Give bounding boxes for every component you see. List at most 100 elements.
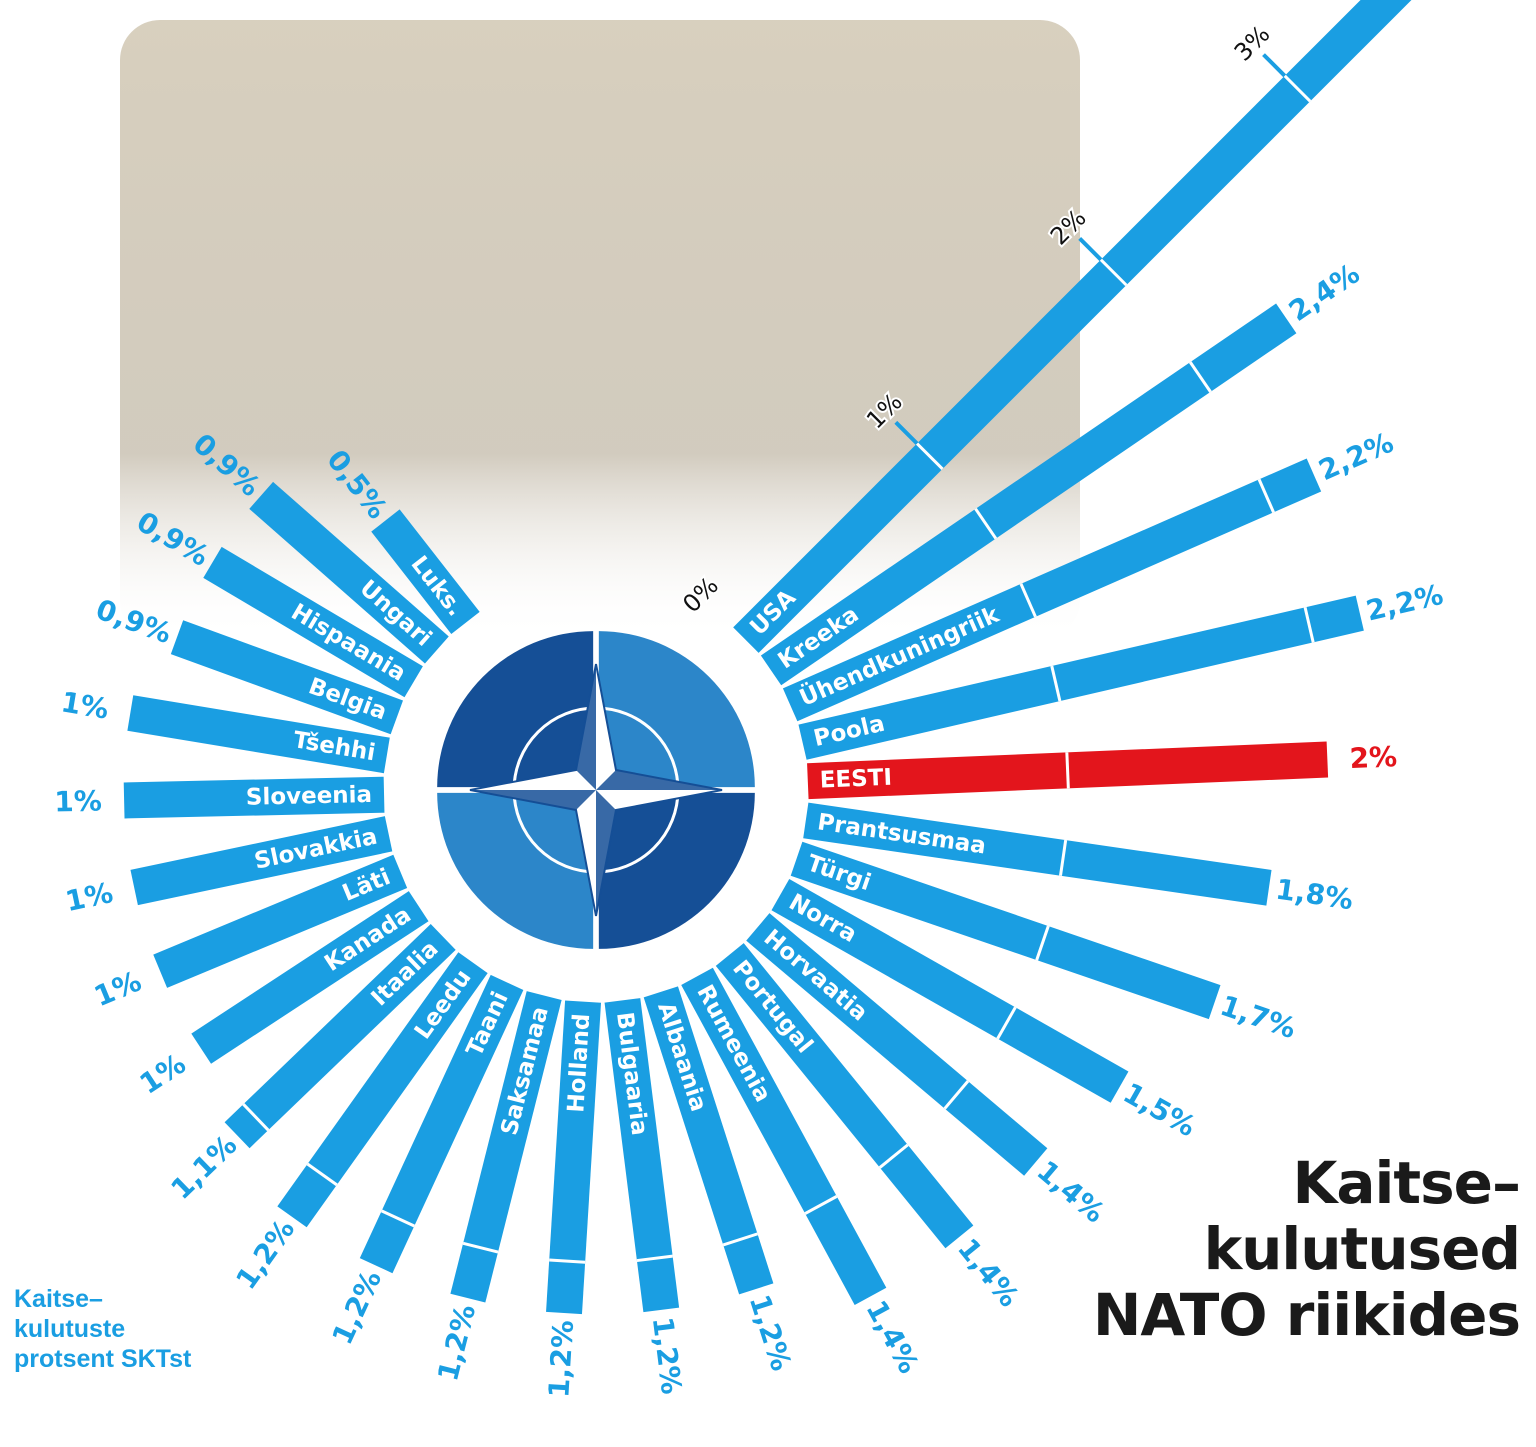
bar-tick-usa <box>915 442 944 471</box>
scale-marker-3 <box>1262 53 1287 78</box>
nato-compass-shade <box>470 664 722 916</box>
bar-albaania <box>643 986 774 1295</box>
value-label-prantsusmaa: 1,8% <box>1274 873 1356 917</box>
nato-quadrant-0 <box>598 631 755 788</box>
bar-tick-usa <box>1283 74 1312 103</box>
bar-tick-leedu <box>306 1162 338 1187</box>
bar-norra <box>771 878 1129 1103</box>
bar-tick-poola <box>1303 606 1315 643</box>
value-label-uhendkuningriik: 2,2% <box>1314 426 1398 487</box>
bar-group-sloveenia: Sloveenia <box>123 776 385 819</box>
bar-kanada <box>191 891 429 1064</box>
value-label-tsehhi: 1% <box>59 685 111 725</box>
bar-tick-prantsusmaa <box>1059 839 1068 876</box>
bar-tick-albaania <box>722 1232 758 1247</box>
category-label-eesti: EESTI <box>819 765 892 794</box>
value-label-turgi: 1,7% <box>1216 989 1300 1045</box>
chart-title: Kaitse– kulutused NATO riikides <box>1060 1149 1521 1349</box>
bar-holland <box>546 1000 602 1315</box>
bar-uhendkuningriik <box>782 458 1322 722</box>
scale-tick-3 <box>1262 53 1287 78</box>
nato-quadrant-3 <box>437 631 594 788</box>
bar-lati <box>153 854 408 988</box>
bar-ungari <box>249 481 449 664</box>
scale-tick-1 <box>894 420 919 445</box>
title-line-3: NATO riikides <box>1092 1281 1521 1349</box>
bar-tick-uhendkuningriik <box>1257 478 1275 513</box>
scale-marker-2 <box>1078 237 1103 262</box>
bar-group-eesti: EESTI <box>807 741 1329 800</box>
bar-tick-bulgaaria <box>636 1254 673 1263</box>
value-label-albaania: 1,2% <box>743 1291 798 1375</box>
bar-tick-holland <box>549 1258 586 1264</box>
bar-tick-taani <box>380 1209 415 1228</box>
title-line-2: kulutused <box>1203 1215 1521 1283</box>
bar-itaalia <box>224 923 456 1149</box>
value-label-eesti: 2% <box>1349 740 1398 775</box>
bar-belgia <box>170 620 404 735</box>
value-label-bulgaaria: 1,2% <box>646 1315 688 1396</box>
scale-marker-1 <box>894 420 919 445</box>
bar-poola <box>798 595 1364 760</box>
value-label-kreeka: 2,4% <box>1283 257 1366 328</box>
value-label-poola: 2,2% <box>1363 578 1446 628</box>
bar-bulgaaria <box>604 998 680 1313</box>
value-label-taani: 1,2% <box>326 1265 389 1349</box>
value-label-slovakkia: 1% <box>63 876 116 918</box>
scale-tick-2 <box>1078 237 1103 262</box>
bar-saksamaa <box>450 991 562 1303</box>
bar-turgi <box>790 841 1221 1020</box>
value-label-sloveenia: 1% <box>54 784 102 818</box>
bar-slovakkia <box>130 816 393 906</box>
subtitle-line-1: Kaitse– <box>14 1285 103 1313</box>
bar-tick-eesti <box>1065 752 1070 789</box>
nato-quadrant-2 <box>437 792 594 949</box>
bar-tick-turgi <box>1035 925 1050 961</box>
bar-kreeka <box>760 303 1297 686</box>
bar-prantsusmaa <box>803 802 1272 906</box>
category-label-holland: Holland <box>563 1013 595 1114</box>
bar-tick-saksamaa <box>462 1241 499 1254</box>
bar-portugal <box>715 943 974 1249</box>
bar-tick-portugal <box>878 1143 909 1169</box>
chart-subtitle: Kaitse– kulutuste protsent SKTst <box>14 1284 274 1374</box>
bar-tick-itaalia <box>242 1103 270 1132</box>
bar-tick-horvaatia <box>943 1080 970 1110</box>
bar-group-tsehhi: Tšehhi <box>127 695 390 774</box>
bar-taani <box>359 974 524 1274</box>
bar-hispaania <box>203 546 423 698</box>
bar-usa <box>733 0 1421 653</box>
value-label-portugal: 1,4% <box>951 1232 1026 1313</box>
nato-quadrant-1 <box>598 792 755 949</box>
bar-luks <box>371 509 480 635</box>
bar-tick-poola <box>1050 665 1062 702</box>
subtitle-line-2: kulutuste <box>14 1315 126 1343</box>
bar-sloveenia <box>123 776 385 819</box>
value-label-rumeenia: 1,4% <box>859 1295 925 1379</box>
bar-leedu <box>277 952 488 1228</box>
value-label-norra: 1,5% <box>1118 1076 1202 1143</box>
nato-logo <box>437 631 755 949</box>
bar-tick-uhendkuningriik <box>1019 583 1037 618</box>
subtitle-line-3: protsent SKTst <box>14 1345 192 1373</box>
value-label-holland: 1,2% <box>542 1319 580 1399</box>
bar-tick-rumeenia <box>804 1195 838 1215</box>
value-label-kanada: 1% <box>134 1047 192 1101</box>
bar-rumeenia <box>681 967 887 1305</box>
value-label-lati: 1% <box>89 965 146 1014</box>
value-label-saksamaa: 1,2% <box>431 1301 482 1384</box>
bar-group-holland: Holland <box>546 1000 602 1315</box>
bar-tick-norra <box>996 1006 1017 1040</box>
category-label-sloveenia: Sloveenia <box>246 782 373 811</box>
bar-tsehhi <box>127 695 390 774</box>
value-label-itaalia: 1,1% <box>164 1128 243 1206</box>
bar-tick-kreeka <box>1188 361 1212 393</box>
soldiers-photo <box>120 20 1080 640</box>
bar-horvaatia <box>746 913 1048 1176</box>
title-line-1: Kaitse– <box>1292 1149 1521 1217</box>
bar-tick-kreeka <box>974 507 998 540</box>
bar-tick-usa <box>1099 258 1128 287</box>
bar-group-bulgaaria: Bulgaaria <box>604 998 680 1313</box>
